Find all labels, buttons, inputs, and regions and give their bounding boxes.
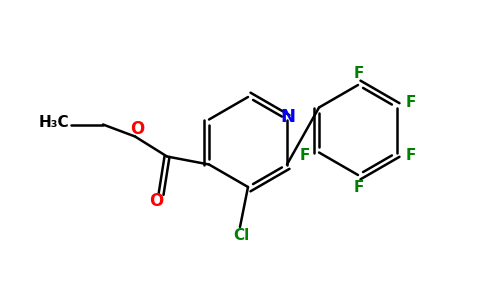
- Text: F: F: [354, 179, 364, 194]
- Text: N: N: [280, 109, 295, 127]
- Text: F: F: [300, 148, 310, 163]
- Text: O: O: [149, 193, 163, 211]
- Text: F: F: [406, 95, 416, 110]
- Text: F: F: [354, 65, 364, 80]
- Text: F: F: [406, 148, 416, 163]
- Text: O: O: [130, 121, 144, 139]
- Text: H₃C: H₃C: [38, 115, 69, 130]
- Text: Cl: Cl: [233, 227, 249, 242]
